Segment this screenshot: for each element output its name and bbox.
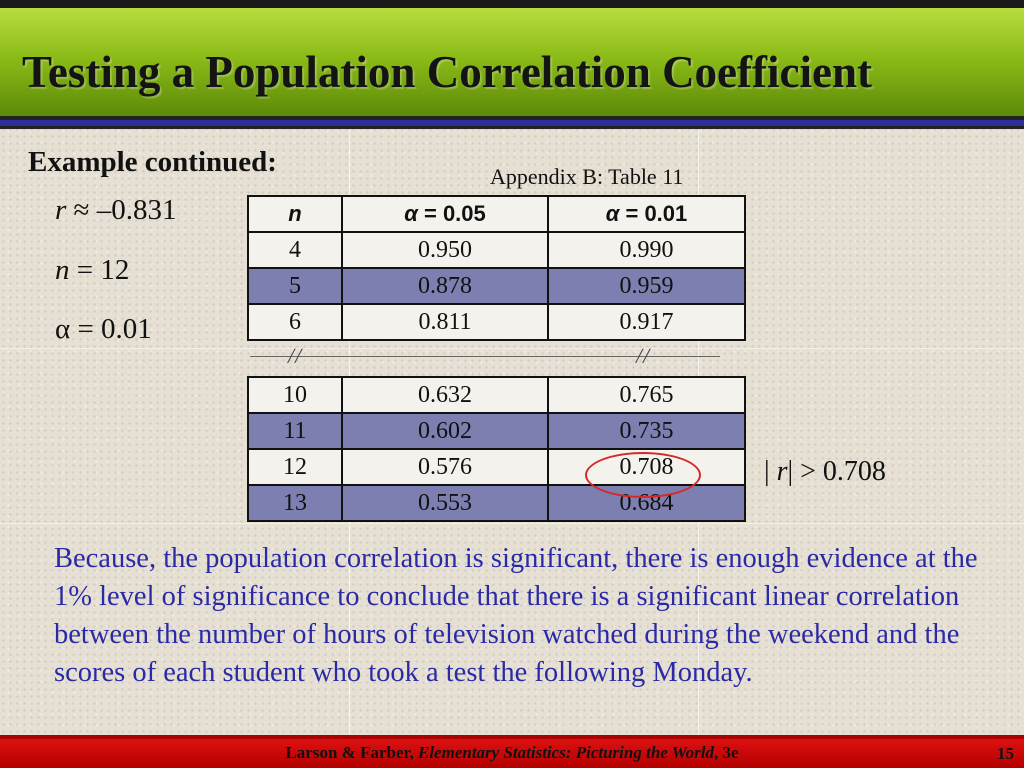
cell-alpha-001: 0.735 — [547, 412, 746, 450]
table-row: 11 0.602 0.735 — [247, 412, 746, 450]
header-alpha-001: α = 0.01 — [547, 195, 746, 233]
footer-divider — [0, 735, 1024, 739]
cell-alpha-005: 0.602 — [341, 412, 549, 450]
cell-n: 11 — [247, 412, 343, 450]
title-divider-blue — [0, 120, 1024, 126]
title-bar: Testing a Population Correlation Coeffic… — [0, 8, 1024, 116]
given-n: n = 12 — [55, 254, 129, 287]
book-title: Elementary Statistics: Picturing the Wor… — [418, 743, 714, 762]
cell-alpha-001: 0.765 — [547, 376, 746, 414]
table-break-mark: // — [636, 343, 651, 368]
cell-alpha-005: 0.632 — [341, 376, 549, 414]
r-symbol: r — [55, 194, 67, 226]
r-value: ≈ –0.831 — [66, 194, 177, 226]
footer-bar: Larson & Farber, Elementary Statistics: … — [0, 739, 1024, 768]
table-row: 4 0.950 0.990 — [247, 231, 746, 269]
cell-alpha-001: 0.917 — [547, 303, 746, 341]
given-r: r ≈ –0.831 — [55, 194, 176, 227]
cell-n: 13 — [247, 484, 343, 522]
critical-values-table-bottom: 10 0.632 0.765 11 0.602 0.735 12 0.576 0… — [247, 376, 746, 522]
n-symbol: n — [55, 254, 70, 286]
cell-alpha-001: 0.990 — [547, 231, 746, 269]
cell-alpha-001: 0.959 — [547, 267, 746, 305]
table-row: 13 0.553 0.684 — [247, 484, 746, 522]
cell-alpha-005: 0.878 — [341, 267, 549, 305]
title-divider-bottom — [0, 126, 1024, 129]
cell-n: 6 — [247, 303, 343, 341]
table-row: 5 0.878 0.959 — [247, 267, 746, 305]
cell-n: 4 — [247, 231, 343, 269]
table-header-row: n α = 0.05 α = 0.01 — [247, 195, 746, 233]
background-gridline — [0, 523, 1024, 524]
table-break-line — [250, 356, 720, 357]
background-gridline — [0, 348, 1024, 349]
footer-citation: Larson & Farber, Elementary Statistics: … — [285, 743, 739, 762]
r-symbol: r — [776, 456, 788, 487]
title-divider-top — [0, 116, 1024, 120]
critical-values-table-top: n α = 0.05 α = 0.01 4 0.950 0.990 5 0.87… — [247, 195, 746, 341]
cell-n: 10 — [247, 376, 343, 414]
header-alpha-005: α = 0.05 — [341, 195, 549, 233]
cell-n: 5 — [247, 267, 343, 305]
r-comparison: | r| > 0.708 — [764, 456, 886, 487]
table-caption: Appendix B: Table 11 — [490, 164, 684, 189]
cell-alpha-005: 0.811 — [341, 303, 549, 341]
cell-alpha-005: 0.553 — [341, 484, 549, 522]
cell-alpha-005: 0.576 — [341, 448, 549, 486]
page-number: 15 — [997, 744, 1014, 763]
n-value: = 12 — [69, 254, 130, 286]
critical-value-circle — [585, 452, 701, 498]
table-row: 6 0.811 0.917 — [247, 303, 746, 341]
cell-n: 12 — [247, 448, 343, 486]
cell-alpha-005: 0.950 — [341, 231, 549, 269]
top-border — [0, 0, 1024, 8]
slide-title: Testing a Population Correlation Coeffic… — [22, 47, 872, 97]
header-n: n — [247, 195, 343, 233]
conclusion-text: Because, the population correlation is s… — [54, 543, 978, 688]
given-alpha: α = 0.01 — [55, 313, 152, 345]
table-break-mark: // — [288, 343, 303, 368]
table-row: 10 0.632 0.765 — [247, 376, 746, 414]
example-heading: Example continued: — [28, 146, 277, 178]
